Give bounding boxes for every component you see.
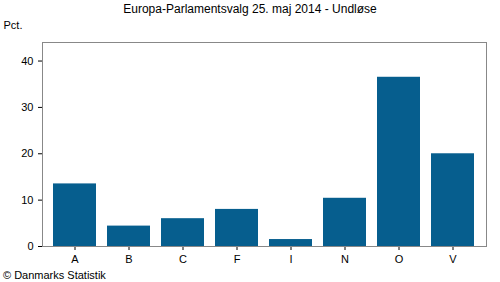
- svg-text:40: 40: [21, 55, 33, 67]
- svg-text:N: N: [341, 253, 349, 265]
- svg-text:20: 20: [21, 147, 33, 159]
- svg-text:B: B: [125, 253, 132, 265]
- svg-text:10: 10: [21, 194, 33, 206]
- html-text:Europa-Parlamentsvalg 25. maj: Europa-Parlamentsvalg 25. maj 2014 - Und…: [123, 2, 377, 16]
- svg-text:O: O: [395, 253, 404, 265]
- svg-text:V: V: [449, 253, 457, 265]
- svg-text:A: A: [71, 253, 79, 265]
- svg-text:30: 30: [21, 101, 33, 113]
- svg-text:C: C: [179, 253, 187, 265]
- svg-text:0: 0: [27, 240, 33, 252]
- svg-text:Pct.: Pct.: [4, 19, 23, 31]
- svg-text:F: F: [234, 253, 241, 265]
- svg-text:I: I: [289, 253, 292, 265]
- html-text:© Danmarks Statistik: © Danmarks Statistik: [3, 269, 106, 281]
